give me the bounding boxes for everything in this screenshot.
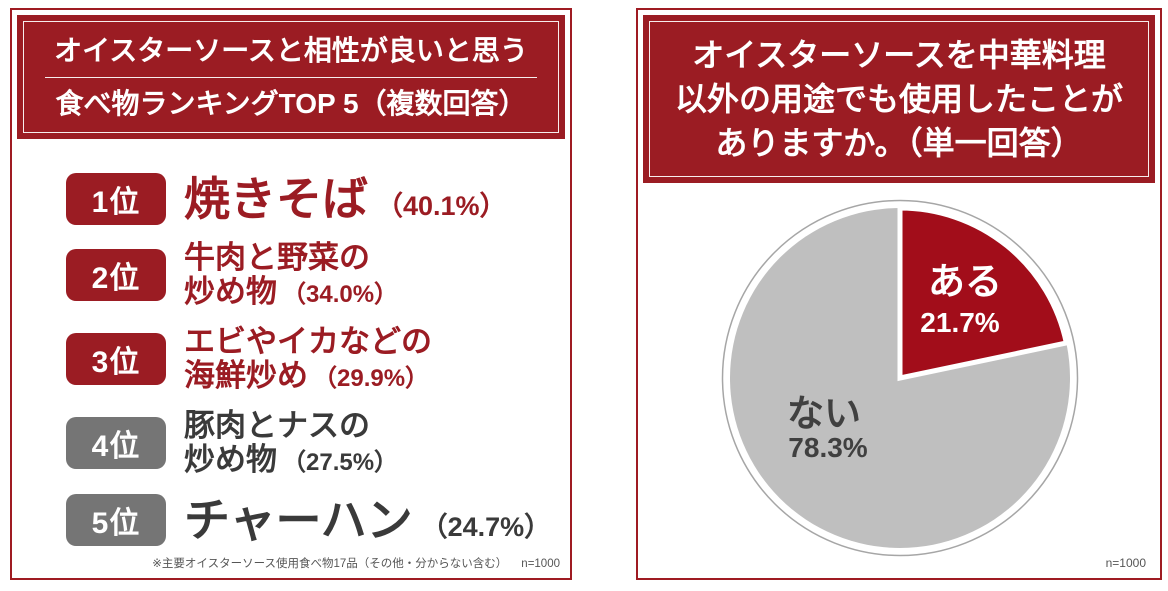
food-name: 牛肉と野菜の [184, 240, 370, 275]
pie-title-box: オイスターソースを中華料理 以外の用途でも使用したことが ありますか。（単一回答… [643, 15, 1155, 183]
ranking-row-4: 4位 豚肉とナスの 炒め物 （27.5%） [66, 409, 570, 477]
pie-percent-aru: 21.7% [920, 307, 1000, 338]
pie-label-aru: ある [928, 261, 1002, 302]
food-name: 炒め物 [184, 442, 277, 478]
pie-chart: ある 21.7% ない 78.3% [720, 198, 1080, 558]
food-name: 炒め物 [184, 274, 277, 310]
ranking-title-line2: 食べ物ランキングTOP 5（複数回答） [55, 87, 527, 119]
ranking-panel: オイスターソースと相性が良いと思う 食べ物ランキングTOP 5（複数回答） 1位… [10, 8, 572, 580]
rank-badge-4: 4位 [66, 417, 166, 470]
rank-badge-2: 2位 [66, 249, 166, 302]
food-percent: （34.0%） [282, 281, 399, 309]
food-percent: （40.1%） [376, 191, 507, 221]
ranking-title-box: オイスターソースと相性が良いと思う 食べ物ランキングTOP 5（複数回答） [17, 15, 565, 139]
pie-label-nai: ない [787, 393, 861, 434]
ranking-list: 1位 焼きそば （40.1%） 2位 牛肉と野菜の 炒め物 （34.0%） 3位 エビやイカなど… [12, 173, 570, 546]
food-percent: （24.7%） [420, 511, 552, 542]
food-name: 豚肉とナスの [184, 408, 370, 444]
sample-size-right: n=1000 [1105, 556, 1146, 570]
food-name: エビやイカなどの [184, 324, 432, 360]
food-name: 焼きそば [184, 173, 368, 225]
rank-badge-1: 1位 [66, 173, 166, 225]
pie-title-line2: 以外の用途でも使用したことが [674, 80, 1123, 117]
food-name: 海鮮炒め [184, 358, 308, 394]
sample-size-left: n=1000 [521, 558, 560, 570]
ranking-title-frame: オイスターソースと相性が良いと思う 食べ物ランキングTOP 5（複数回答） [23, 21, 559, 133]
rank-badge-3: 3位 [66, 333, 166, 386]
pie-title-frame: オイスターソースを中華料理 以外の用途でも使用したことが ありますか。（単一回答… [649, 21, 1149, 177]
pie-panel: オイスターソースを中華料理 以外の用途でも使用したことが ありますか。（単一回答… [636, 8, 1162, 580]
ranking-row-2: 2位 牛肉と野菜の 炒め物 （34.0%） [66, 240, 570, 310]
pie-title-line1: オイスターソースを中華料理 [692, 36, 1106, 73]
pie-svg [721, 199, 1079, 557]
pie-title-line3: ありますか。（単一回答） [715, 125, 1083, 162]
ranking-row-5: 5位 チャーハン （24.7%） [66, 493, 570, 546]
pie-percent-nai: 78.3% [788, 432, 868, 463]
ranking-title-line1: オイスターソースと相性が良いと思う [54, 34, 528, 66]
pie-slice-aru [897, 205, 1070, 382]
footnote-text: ※主要オイスターソース使用食べ物17品（その他・分からない含む） [152, 558, 508, 570]
ranking-footnote: ※主要オイスターソース使用食べ物17品（その他・分からない含む） n=1000 [152, 555, 560, 571]
title-divider-line [45, 76, 537, 78]
ranking-row-3: 3位 エビやイカなどの 海鮮炒め （29.9%） [66, 325, 570, 393]
food-percent: （27.5%） [282, 449, 399, 477]
rank-badge-5: 5位 [66, 493, 166, 546]
ranking-row-1: 1位 焼きそば （40.1%） [66, 173, 570, 225]
food-percent: （29.9%） [313, 365, 430, 393]
food-name: チャーハン [184, 493, 413, 546]
